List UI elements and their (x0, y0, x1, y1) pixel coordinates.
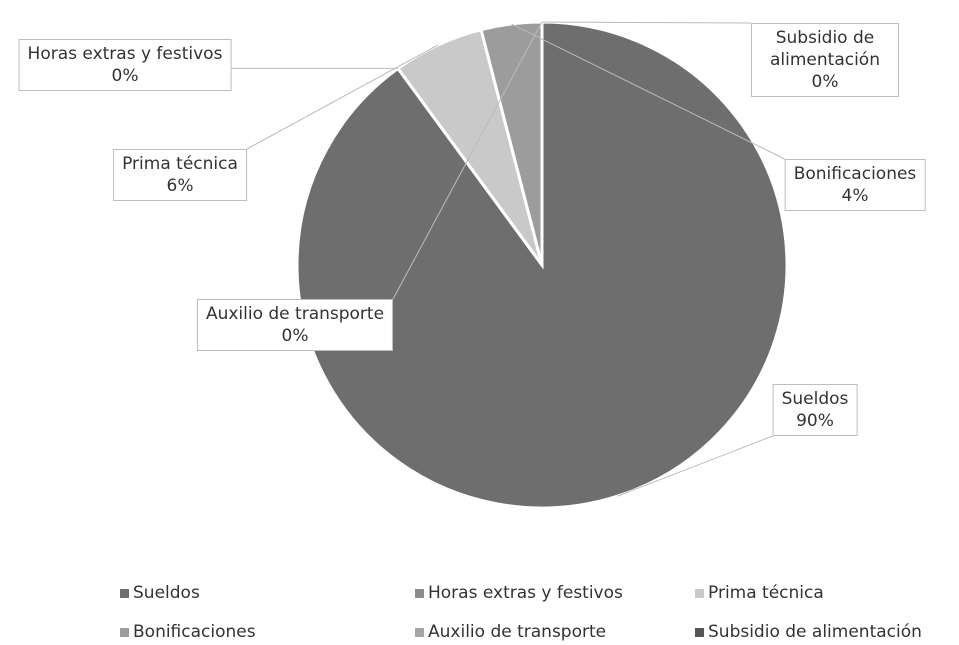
legend-label: Bonificaciones (133, 622, 256, 642)
legend-label: Sueldos (133, 583, 200, 603)
data-label: Sueldos 90% (772, 384, 858, 436)
legend-item: Subsidio de alimentación (695, 622, 922, 642)
data-label: Bonificaciones 4% (784, 159, 926, 211)
label-value: 90% (796, 411, 834, 431)
data-label: Auxilio de transporte 0% (196, 299, 394, 351)
legend-label: Prima técnica (708, 583, 824, 603)
label-category: Horas extras y festivos (27, 44, 223, 64)
data-label: Prima técnica 6% (113, 149, 247, 201)
label-value: 0% (811, 72, 839, 92)
label-category: Sueldos (781, 389, 849, 409)
legend-item: Horas extras y festivos (415, 583, 623, 603)
legend-item: Auxilio de transporte (415, 622, 606, 642)
label-category: Bonificaciones (793, 164, 917, 184)
label-value: 4% (841, 186, 869, 206)
leader-line (617, 435, 773, 497)
legend-item: Prima técnica (695, 583, 824, 603)
label-category: Auxilio de transporte (205, 304, 385, 324)
label-category: Subsidio de alimentación (770, 28, 880, 70)
legend-swatch (695, 588, 704, 598)
legend-label: Auxilio de transporte (428, 622, 607, 642)
legend-label: Subsidio de alimentación (708, 622, 922, 642)
legend-label: Horas extras y festivos (428, 583, 623, 603)
legend-swatch (120, 588, 129, 598)
data-label: Subsidio de alimentación 0% (751, 23, 899, 97)
leader-line (246, 44, 438, 150)
legend-swatch (695, 627, 704, 637)
legend-item: Bonificaciones (120, 622, 256, 642)
legend-swatch (415, 588, 424, 598)
label-value: 0% (281, 326, 309, 346)
label-value: 0% (111, 66, 139, 86)
leader-line (541, 21, 752, 24)
leader-line (392, 21, 543, 300)
data-label: Horas extras y festivos 0% (18, 39, 232, 91)
label-category: Prima técnica (122, 154, 238, 174)
legend-swatch (120, 627, 129, 637)
legend-item: Sueldos (120, 583, 200, 603)
leader-line (511, 23, 785, 160)
label-value: 6% (166, 176, 194, 196)
legend-swatch (415, 627, 424, 637)
